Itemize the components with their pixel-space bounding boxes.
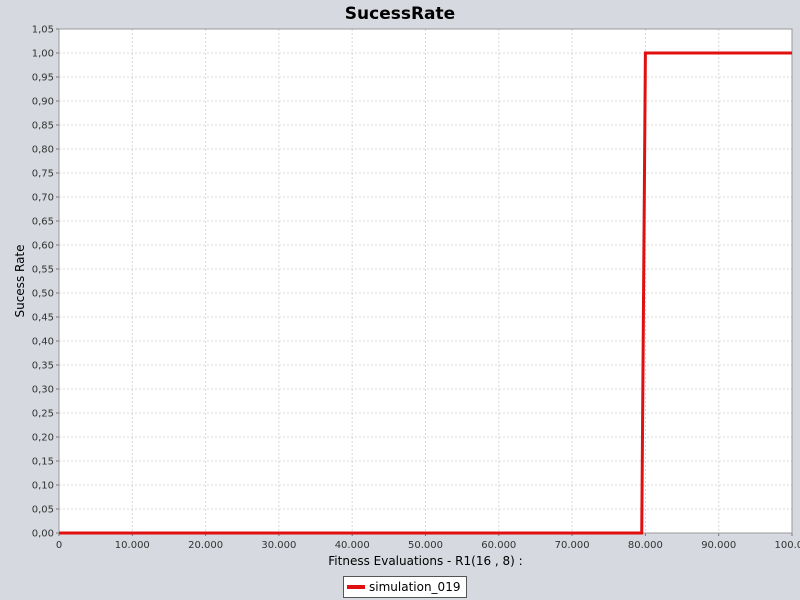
y-tick-label: 0,70 [32,193,54,204]
x-tick-label: 70.000 [555,540,590,551]
y-tick-label: 0,55 [32,265,54,276]
chart-title: SucessRate [345,4,455,24]
legend: simulation_019 [343,576,468,598]
y-tick-label: 0,95 [32,73,54,84]
series-line-simulation-019 [59,51,792,535]
x-tick-label: 80.000 [628,540,663,551]
x-tick-label: 40.000 [335,540,370,551]
y-tick-label: 0,75 [32,169,54,180]
y-tick-label: 0,35 [32,361,54,372]
y-tick-label: 0,65 [32,217,54,228]
x-tick-label: 60.000 [481,540,516,551]
x-axis-label: Fitness Evaluations - R1(16 , 8) : [328,554,522,568]
y-tick-label: 0,90 [32,97,54,108]
x-tick-label: 30.000 [261,540,296,551]
y-tick-label: 0,45 [32,313,54,324]
series-layer [59,51,792,535]
y-tick-label: 0,25 [32,409,54,420]
legend-label-simulation-019: simulation_019 [369,580,461,594]
y-tick-label: 0,85 [32,121,54,132]
x-tick-label: 20.000 [188,540,223,551]
legend-swatch-simulation-019 [347,585,365,589]
y-tick-label: 0,50 [32,289,54,300]
y-tick-label: 0,60 [32,241,54,252]
y-tick-label: 0,00 [32,529,54,540]
y-tick-label: 1,00 [32,49,54,60]
y-tick-label: 1,05 [32,25,54,36]
y-tick-label: 0,80 [32,145,54,156]
y-tick-label: 0,05 [32,505,54,516]
y-tick-label: 0,40 [32,337,54,348]
x-tick-label: 10.000 [115,540,150,551]
y-tick-label: 0,30 [32,385,54,396]
x-tick-label: 100.00 [775,540,800,551]
x-tick-label: 90.000 [701,540,736,551]
y-axis-label: Sucess Rate [13,244,27,317]
x-tick-label: 50.000 [408,540,443,551]
x-tick-label: 0 [56,540,62,551]
y-tick-label: 0,20 [32,433,54,444]
y-tick-label: 0,15 [32,457,54,468]
tick-labels: 0,00 0,05 0,10 0,15 0,20 0,25 0,30 0,35 0,40 0,45… [32,25,800,552]
y-tick-label: 0,10 [32,481,54,492]
